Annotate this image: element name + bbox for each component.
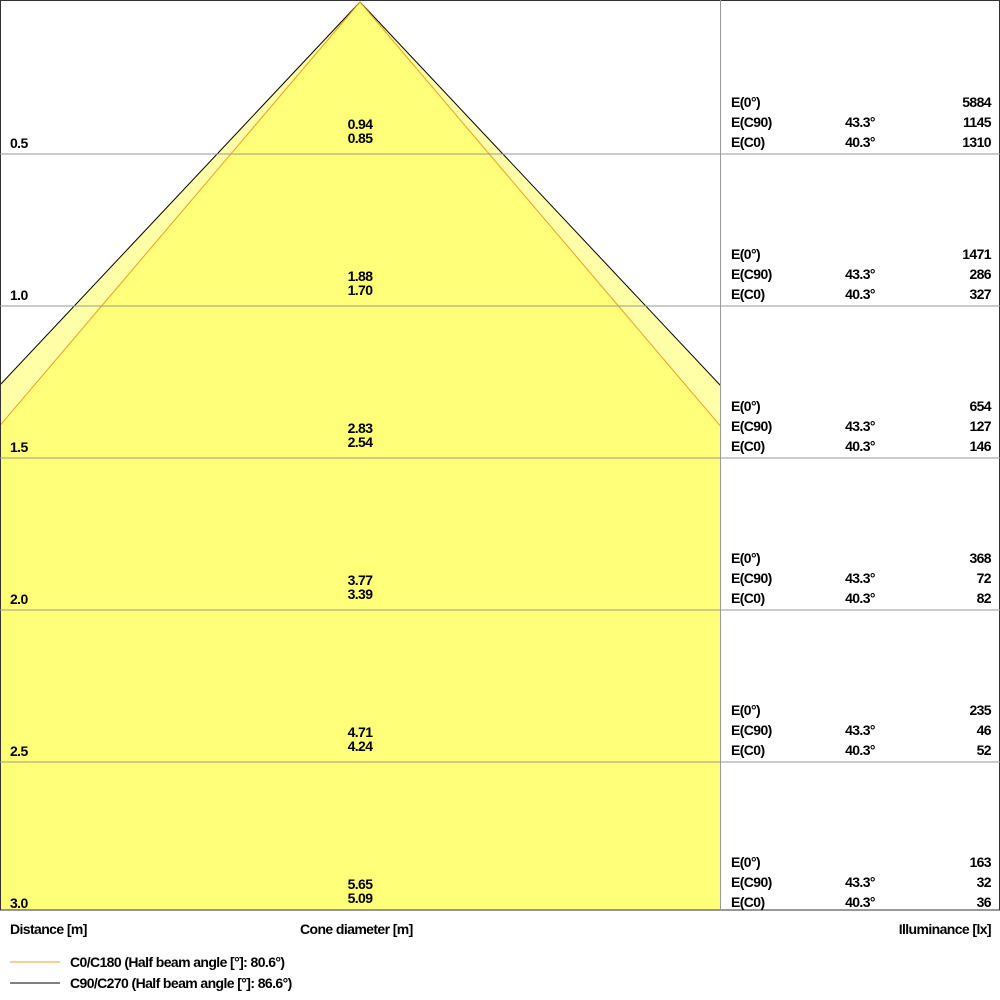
illuminance-value-c90: 72: [977, 570, 992, 586]
illuminance-label-c0: E(C0): [731, 742, 765, 758]
illuminance-value-e0: 5884: [962, 94, 992, 110]
illuminance-angle-c0: 40.3°: [845, 134, 875, 150]
illuminance-angle-c90: 43.3°: [845, 114, 875, 130]
illuminance-angle-c90: 43.3°: [845, 266, 875, 282]
distance-tick-label: 3.0: [10, 895, 28, 911]
illuminance-value-c90: 1145: [963, 114, 992, 130]
distance-axis-label: Distance [m]: [10, 921, 87, 937]
illuminance-label-c0: E(C0): [731, 438, 765, 454]
illuminance-label-c90: E(C90): [731, 722, 772, 738]
distance-tick-label: 2.0: [10, 591, 28, 607]
illuminance-angle-c90: 43.3°: [845, 570, 875, 586]
distance-tick-label: 0.5: [10, 135, 28, 151]
illuminance-angle-c90: 43.3°: [845, 418, 875, 434]
illuminance-axis-label: Illuminance [lx]: [899, 921, 991, 937]
illuminance-angle-c0: 40.3°: [845, 438, 875, 454]
cone-diameter-c90: 1.88: [348, 268, 374, 284]
illuminance-value-e0: 368: [969, 550, 991, 566]
illuminance-value-c90: 32: [977, 874, 992, 890]
cone-diameter-c0: 1.70: [348, 282, 374, 298]
cone-diameter-c0: 4.24: [348, 738, 374, 754]
illuminance-value-c90: 127: [969, 418, 991, 434]
illuminance-label-c90: E(C90): [731, 114, 772, 130]
illuminance-label-e0: E(0°): [731, 702, 760, 718]
cone-diameter-c0: 0.85: [348, 130, 374, 146]
illuminance-angle-c0: 40.3°: [845, 742, 875, 758]
illuminance-label-c90: E(C90): [731, 266, 772, 282]
cone-diameter-c0: 5.09: [348, 890, 374, 906]
cone-edge-right-1: [359, 1, 720, 427]
cone-edge-left-1: [0, 1, 361, 427]
illuminance-value-c0: 82: [977, 590, 992, 606]
illuminance-label-c0: E(C0): [731, 590, 765, 606]
cone-fill-1: [0, 2, 720, 910]
illuminance-label-c90: E(C90): [731, 570, 772, 586]
illuminance-label-c90: E(C90): [731, 418, 772, 434]
illuminance-value-c90: 286: [969, 266, 991, 282]
cone-axis-label: Cone diameter [m]: [300, 921, 413, 937]
illuminance-value-c0: 327: [969, 286, 991, 302]
illuminance-angle-c0: 40.3°: [845, 894, 875, 910]
illuminance-value-e0: 163: [969, 854, 991, 870]
illuminance-label-e0: E(0°): [731, 94, 760, 110]
distance-tick-label: 1.0: [10, 287, 28, 303]
illuminance-label-e0: E(0°): [731, 246, 760, 262]
cone-diameter-c0: 3.39: [348, 586, 374, 602]
illuminance-value-e0: 654: [969, 398, 991, 414]
illuminance-label-c0: E(C0): [731, 134, 765, 150]
illuminance-label-e0: E(0°): [731, 550, 760, 566]
illuminance-value-c0: 1310: [962, 134, 992, 150]
illuminance-angle-c90: 43.3°: [845, 722, 875, 738]
cone-diameter-c90: 0.94: [348, 116, 374, 132]
illuminance-label-c0: E(C0): [731, 286, 765, 302]
illuminance-label-c0: E(C0): [731, 894, 765, 910]
illuminance-angle-c0: 40.3°: [845, 286, 875, 302]
illuminance-value-c90: 46: [977, 722, 992, 738]
illuminance-value-e0: 235: [969, 702, 991, 718]
distance-tick-label: 2.5: [10, 743, 28, 759]
cone-edge-left-0: [0, 1, 361, 386]
cone-diameter-c90: 3.77: [348, 572, 374, 588]
cone-edge-right-0: [359, 1, 720, 386]
illuminance-label-e0: E(0°): [731, 854, 760, 870]
cone-diameter-c90: 4.71: [348, 724, 374, 740]
illuminance-value-e0: 1471: [962, 246, 992, 262]
cone-diameter-c0: 2.54: [348, 434, 374, 450]
illuminance-value-c0: 52: [977, 742, 992, 758]
illuminance-value-c0: 36: [977, 894, 992, 910]
legend-label-c90: C90/C270 (Half beam angle [°]: 86.6°): [70, 975, 292, 991]
distance-tick-label: 1.5: [10, 439, 28, 455]
cone-diameter-c90: 2.83: [348, 420, 374, 436]
illuminance-value-c0: 146: [969, 438, 991, 454]
illuminance-label-e0: E(0°): [731, 398, 760, 414]
illuminance-angle-c90: 43.3°: [845, 874, 875, 890]
cone-diameter-c90: 5.65: [348, 876, 374, 892]
illuminance-label-c90: E(C90): [731, 874, 772, 890]
illuminance-angle-c0: 40.3°: [845, 590, 875, 606]
legend-label-c0: C0/C180 (Half beam angle [°]: 80.6°): [70, 954, 284, 970]
